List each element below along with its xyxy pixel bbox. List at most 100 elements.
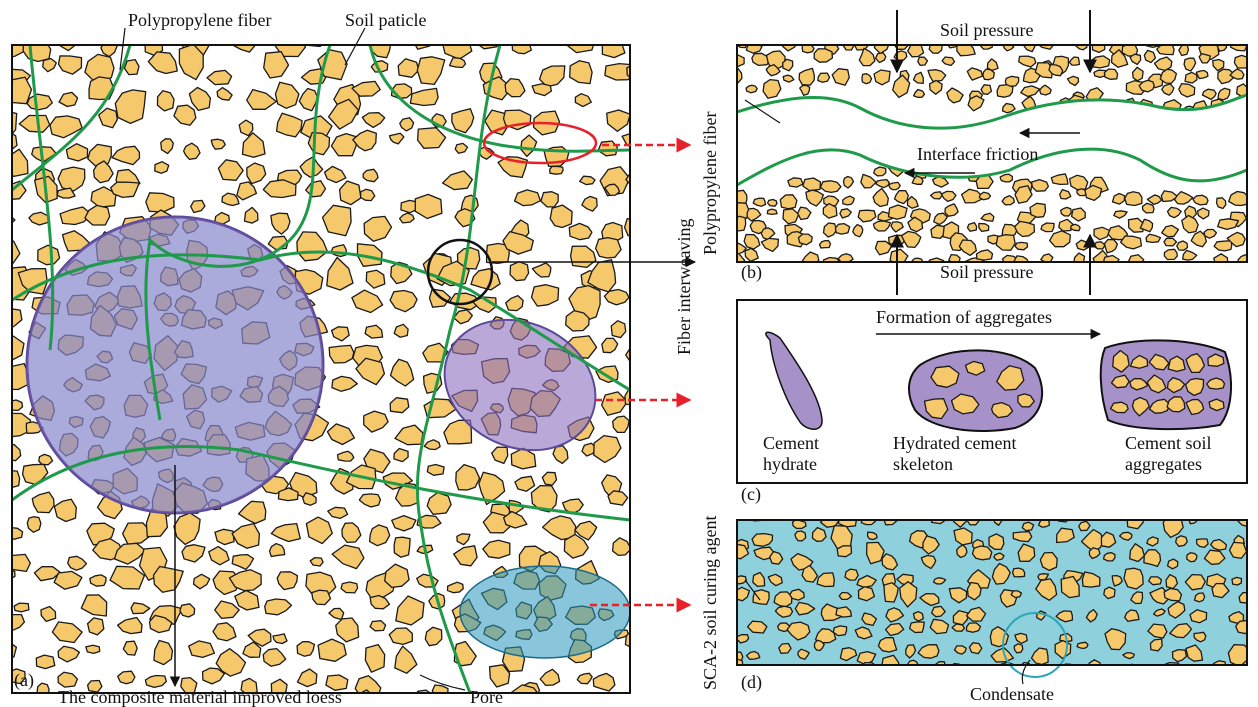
soil-particle [731,216,745,231]
soil-particle [110,566,144,589]
soil-particle [803,178,821,191]
soil-particle [1229,192,1249,206]
soil-particle [7,181,26,199]
soil-particle [914,72,924,83]
soil-particle [565,27,598,53]
label: Cement [763,433,819,453]
soil-particle [154,567,184,593]
soil-particle [86,645,100,653]
soil-particle [332,545,364,569]
label: Soil pressure [940,262,1034,282]
soil-particle [1085,185,1102,200]
soil-particle [332,376,357,391]
soil-particle [427,493,451,515]
soil-particle [643,362,658,376]
soil-particle [1113,194,1125,205]
cement-hydrate [766,332,822,429]
soil-particle [355,676,381,703]
soil-particle [1015,242,1027,249]
label: The composite material improved loess [58,687,342,707]
soil-particle [987,59,998,71]
soil-particle [1091,56,1110,68]
soil-particle [942,191,957,201]
soil-particle [874,221,891,231]
soil-particle [1251,212,1258,223]
soil-particle [577,673,592,683]
soil-particle [492,447,508,463]
soil-particle [510,262,528,281]
label: Soil pressure [940,20,1034,40]
soil-particle [935,662,946,674]
soil-particle [154,641,173,665]
soil-particle [566,694,590,707]
soil-particle [783,75,794,82]
soil-particle [123,641,137,655]
soil-particle [1175,192,1193,205]
soil-particle [1176,536,1188,547]
soil-particle [783,59,793,71]
soil-particle [641,31,655,49]
soil-particle [310,558,323,566]
soil-particle [207,70,232,84]
soil-particle [306,517,332,544]
soil-particle [914,90,925,98]
soil-particle [635,185,651,198]
soil-particle [905,267,926,282]
soil-particle [790,589,804,600]
soil-particle [1143,203,1155,213]
soil-particle [81,595,106,616]
soil-particle [1249,92,1258,100]
soil-particle [237,182,257,200]
soil-particle [959,240,976,255]
soil-particle [239,501,266,523]
soil-particle [273,634,287,644]
soil-particle [1185,72,1197,83]
soil-particle [359,494,380,507]
soil-particle [36,655,55,669]
soil-particle [85,205,110,225]
soil-particle [634,663,660,690]
soil-particle [746,85,757,93]
soil-particle [878,638,896,652]
soil-particle [945,204,958,216]
soil-particle [1003,104,1016,113]
soil-particle [1162,84,1174,95]
soil-particle [27,94,52,110]
soil-particle [540,669,559,685]
soil-particle [1204,230,1217,239]
soil-particle [824,223,837,237]
soil-particle [303,493,316,506]
soil-particle [979,224,989,232]
soil-particle [637,517,657,535]
soil-particle [483,540,510,558]
soil-particle [1202,89,1216,99]
soil-particle [443,171,473,190]
soil-particle [1011,591,1021,598]
soil-particle [0,701,12,707]
soil-particle [370,596,389,609]
soil-particle [2,570,15,579]
soil-particle [874,70,890,85]
soil-particle [1231,269,1249,284]
soil-particle [728,69,742,84]
soil-particle [1168,207,1182,217]
soil-particle [1114,211,1127,218]
soil-particle [553,446,568,464]
soil-particle [270,544,285,557]
soil-particle [1021,86,1040,97]
soil-particle [1193,195,1208,205]
soil-particle [641,85,657,103]
soil-particle [761,238,778,251]
soil-particle [981,85,991,95]
soil-particle [442,33,472,59]
soil-particle [604,290,629,305]
soil-particle [625,218,646,236]
soil-particle [385,564,409,587]
soil-particle [32,492,54,512]
soil-particle [298,669,317,687]
soil-particle [607,110,631,131]
soil-particle [1053,268,1067,277]
soil-particle [1253,270,1258,280]
soil-particle [362,113,384,128]
soil-particle [1179,45,1189,56]
